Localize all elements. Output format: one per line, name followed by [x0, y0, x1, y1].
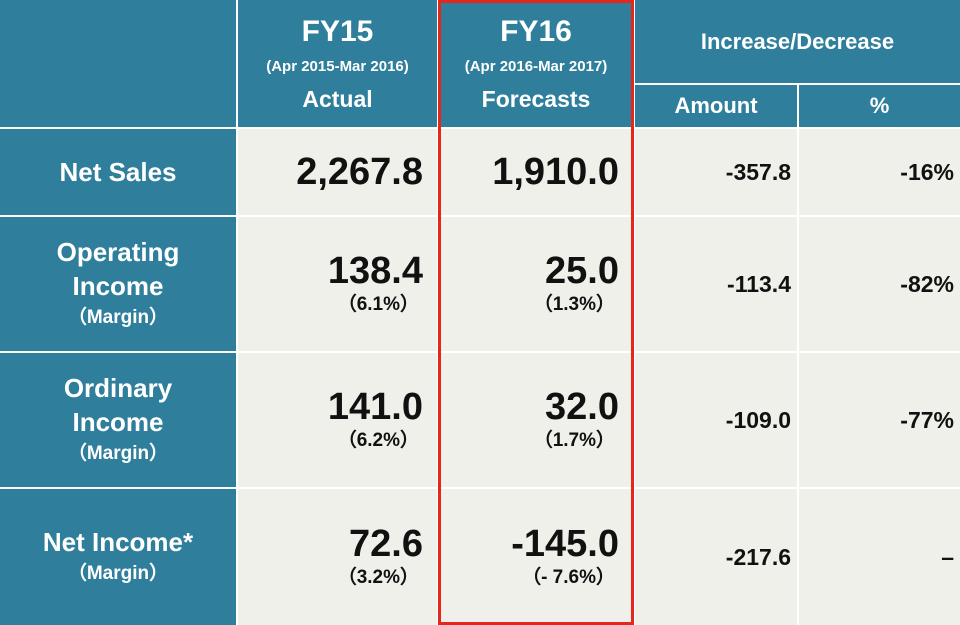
- fy16-value: 32.0: [545, 386, 619, 428]
- row-label-text: Ordinary Income: [63, 373, 173, 437]
- pct-value: -77%: [900, 406, 954, 433]
- fy16-margin: （- 7.6%）: [522, 567, 615, 588]
- fy16-period: (Apr 2016-Mar 2017): [464, 57, 608, 75]
- row-label-text: Net Income*: [42, 527, 194, 557]
- fy15-cell: 72.6 （3.2%）: [238, 489, 437, 625]
- pct-title: %: [869, 93, 890, 118]
- fy16-margin: （1.7%）: [533, 430, 615, 451]
- fy15-value: 141.0: [327, 386, 423, 428]
- amount-value: -113.4: [727, 270, 791, 297]
- fy15-header: FY15 (Apr 2015-Mar 2016) Actual: [238, 0, 437, 127]
- fy16-value: 25.0: [545, 250, 619, 292]
- fy15-cell: 138.4 （6.1%）: [238, 217, 437, 351]
- fy15-value: 2,267.8: [296, 151, 423, 193]
- row-label-text: Operating Income: [56, 237, 180, 301]
- amount-value: -357.8: [725, 158, 791, 185]
- amount-title: Amount: [674, 93, 758, 118]
- fy15-value: 72.6: [349, 523, 423, 565]
- row-label-sub: （Margin）: [67, 307, 169, 328]
- fy16-type: Forecasts: [481, 85, 591, 112]
- pct-cell: –: [799, 489, 960, 625]
- fy15-title: FY15: [301, 14, 374, 48]
- fy15-cell: 141.0 （6.2%）: [238, 353, 437, 487]
- row-label-sub: （Margin）: [67, 563, 169, 584]
- change-title: Increase/Decrease: [700, 28, 895, 54]
- row-label: Ordinary Income （Margin）: [0, 353, 236, 487]
- pct-value: –: [941, 543, 954, 570]
- fy15-period: (Apr 2015-Mar 2016): [266, 57, 409, 75]
- row-label: Net Income* （Margin）: [0, 489, 236, 625]
- row-label: Operating Income （Margin）: [0, 217, 236, 351]
- fy16-margin: （1.3%）: [533, 294, 615, 315]
- fy16-title: FY16: [500, 14, 572, 48]
- fy15-margin: （3.2%）: [337, 567, 419, 588]
- amount-cell: -357.8: [635, 129, 797, 215]
- amount-value: -217.6: [725, 543, 791, 570]
- pct-header: %: [799, 85, 960, 127]
- fy16-value: 1,910.0: [492, 151, 619, 193]
- pct-cell: -82%: [799, 217, 960, 351]
- amount-cell: -217.6: [635, 489, 797, 625]
- amount-cell: -109.0: [635, 353, 797, 487]
- fy16-header: FY16 (Apr 2016-Mar 2017) Forecasts: [439, 0, 633, 127]
- row-label-text: Net Sales: [59, 157, 177, 187]
- amount-cell: -113.4: [635, 217, 797, 351]
- row-label-sub: （Margin）: [67, 443, 169, 464]
- fy16-cell: -145.0 （- 7.6%）: [439, 489, 633, 625]
- fy15-margin: （6.2%）: [337, 430, 419, 451]
- pct-value: -16%: [900, 158, 954, 185]
- amount-header: Amount: [635, 85, 797, 127]
- fy16-cell: 25.0 （1.3%）: [439, 217, 633, 351]
- fy15-type: Actual: [302, 85, 373, 112]
- pct-cell: -77%: [799, 353, 960, 487]
- fy16-cell: 1,910.0: [439, 129, 633, 215]
- fy16-cell: 32.0 （1.7%）: [439, 353, 633, 487]
- corner-cell: [0, 0, 236, 127]
- fy15-cell: 2,267.8: [238, 129, 437, 215]
- amount-value: -109.0: [725, 406, 791, 433]
- change-header: Increase/Decrease: [635, 0, 960, 83]
- fy16-value: -145.0: [511, 523, 619, 565]
- pct-value: -82%: [900, 270, 954, 297]
- pct-cell: -16%: [799, 129, 960, 215]
- fy15-margin: （6.1%）: [337, 294, 419, 315]
- row-label: Net Sales: [0, 129, 236, 215]
- fy15-value: 138.4: [327, 250, 423, 292]
